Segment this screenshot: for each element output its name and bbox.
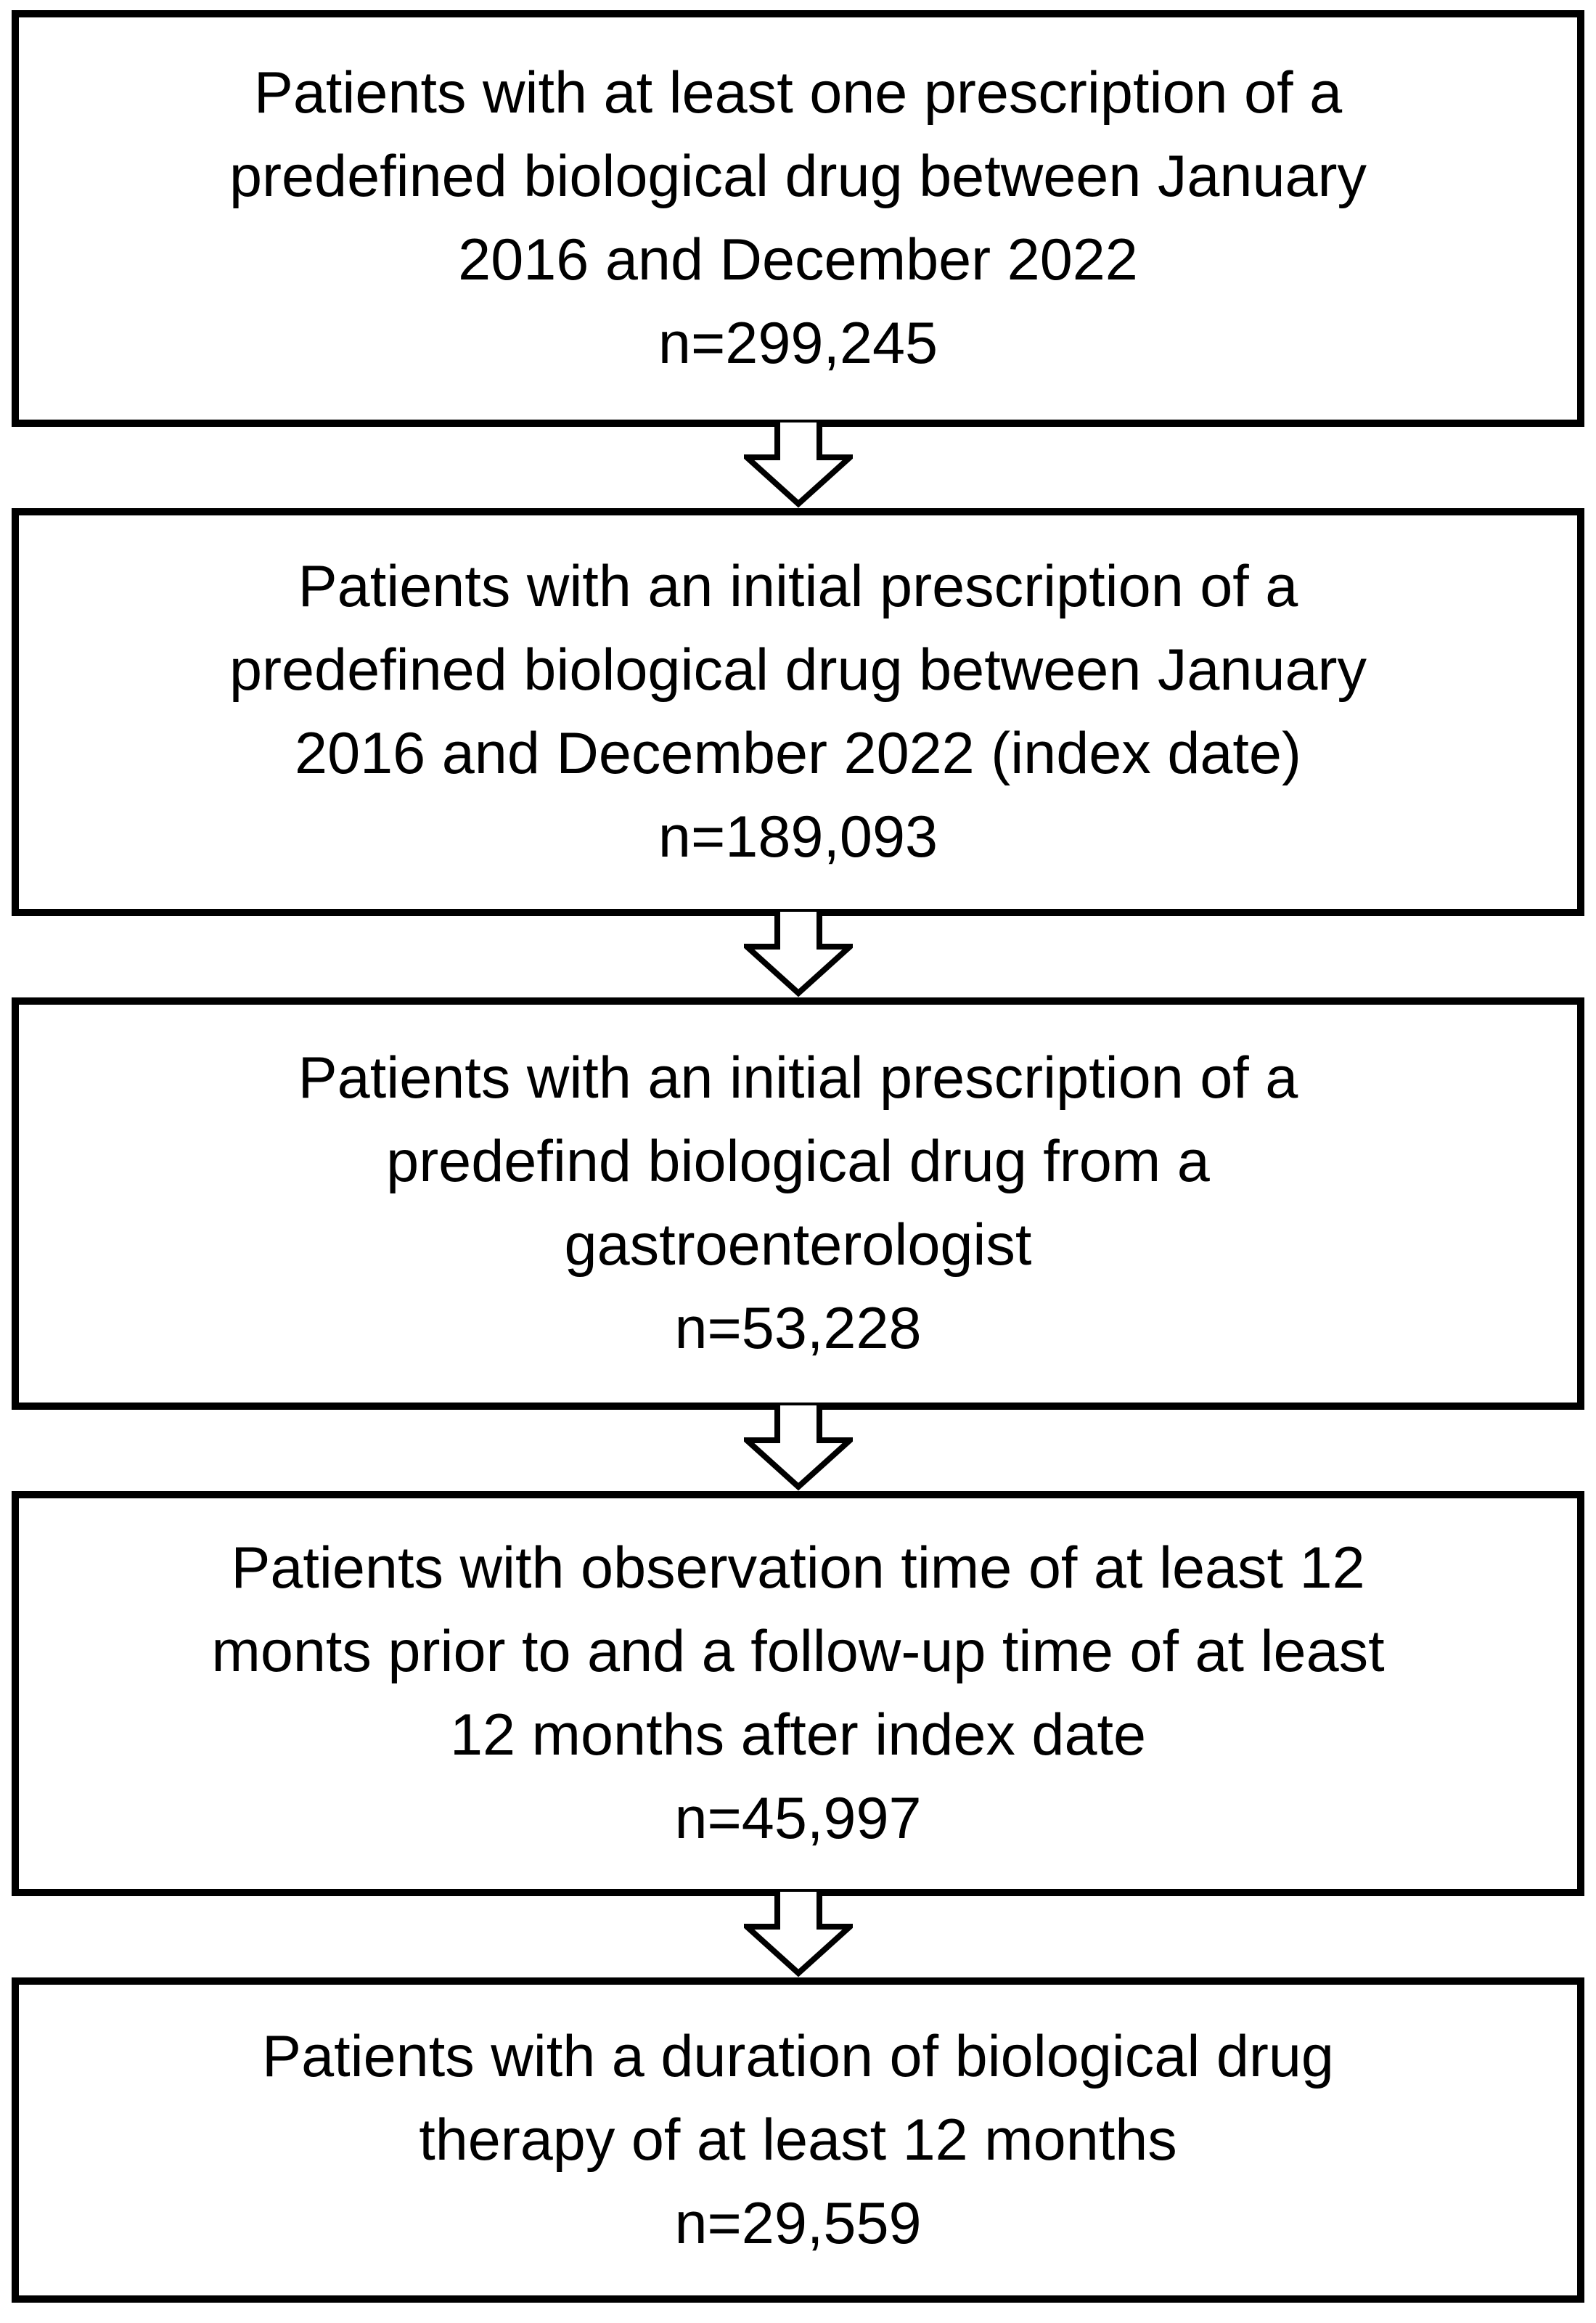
down-arrow-icon [12, 909, 1584, 997]
flow-step-2-box: Patients with an initial prescription of… [12, 508, 1584, 916]
flow-step-1-count: n=299,245 [658, 311, 938, 376]
flow-step-3-box: Patients with an initial prescription of… [12, 997, 1584, 1410]
flow-step-4-count: n=45,997 [674, 1786, 922, 1851]
down-arrow-icon [12, 420, 1584, 508]
flow-step-3-count: n=53,228 [674, 1296, 922, 1361]
flow-step-2-description: Patients with an initial prescription of… [229, 554, 1367, 786]
flow-step-5-box: Patients with a duration of biological d… [12, 1977, 1584, 2303]
down-arrow-icon [12, 1889, 1584, 1977]
flow-step-4-box: Patients with observation time of at lea… [12, 1491, 1584, 1896]
flow-step-5-description: Patients with a duration of biological d… [262, 2023, 1334, 2173]
flow-step-3-description: Patients with an initial prescription of… [298, 1045, 1298, 1278]
flow-step-2-count: n=189,093 [658, 804, 938, 870]
down-arrow-icon [12, 1403, 1584, 1491]
flow-step-5-count: n=29,559 [674, 2190, 922, 2256]
flow-step-4-description: Patients with observation time of at lea… [211, 1535, 1385, 1768]
flow-step-1-box: Patients with at least one prescription … [12, 10, 1584, 427]
flow-step-1-description: Patients with at least one prescription … [229, 60, 1367, 293]
